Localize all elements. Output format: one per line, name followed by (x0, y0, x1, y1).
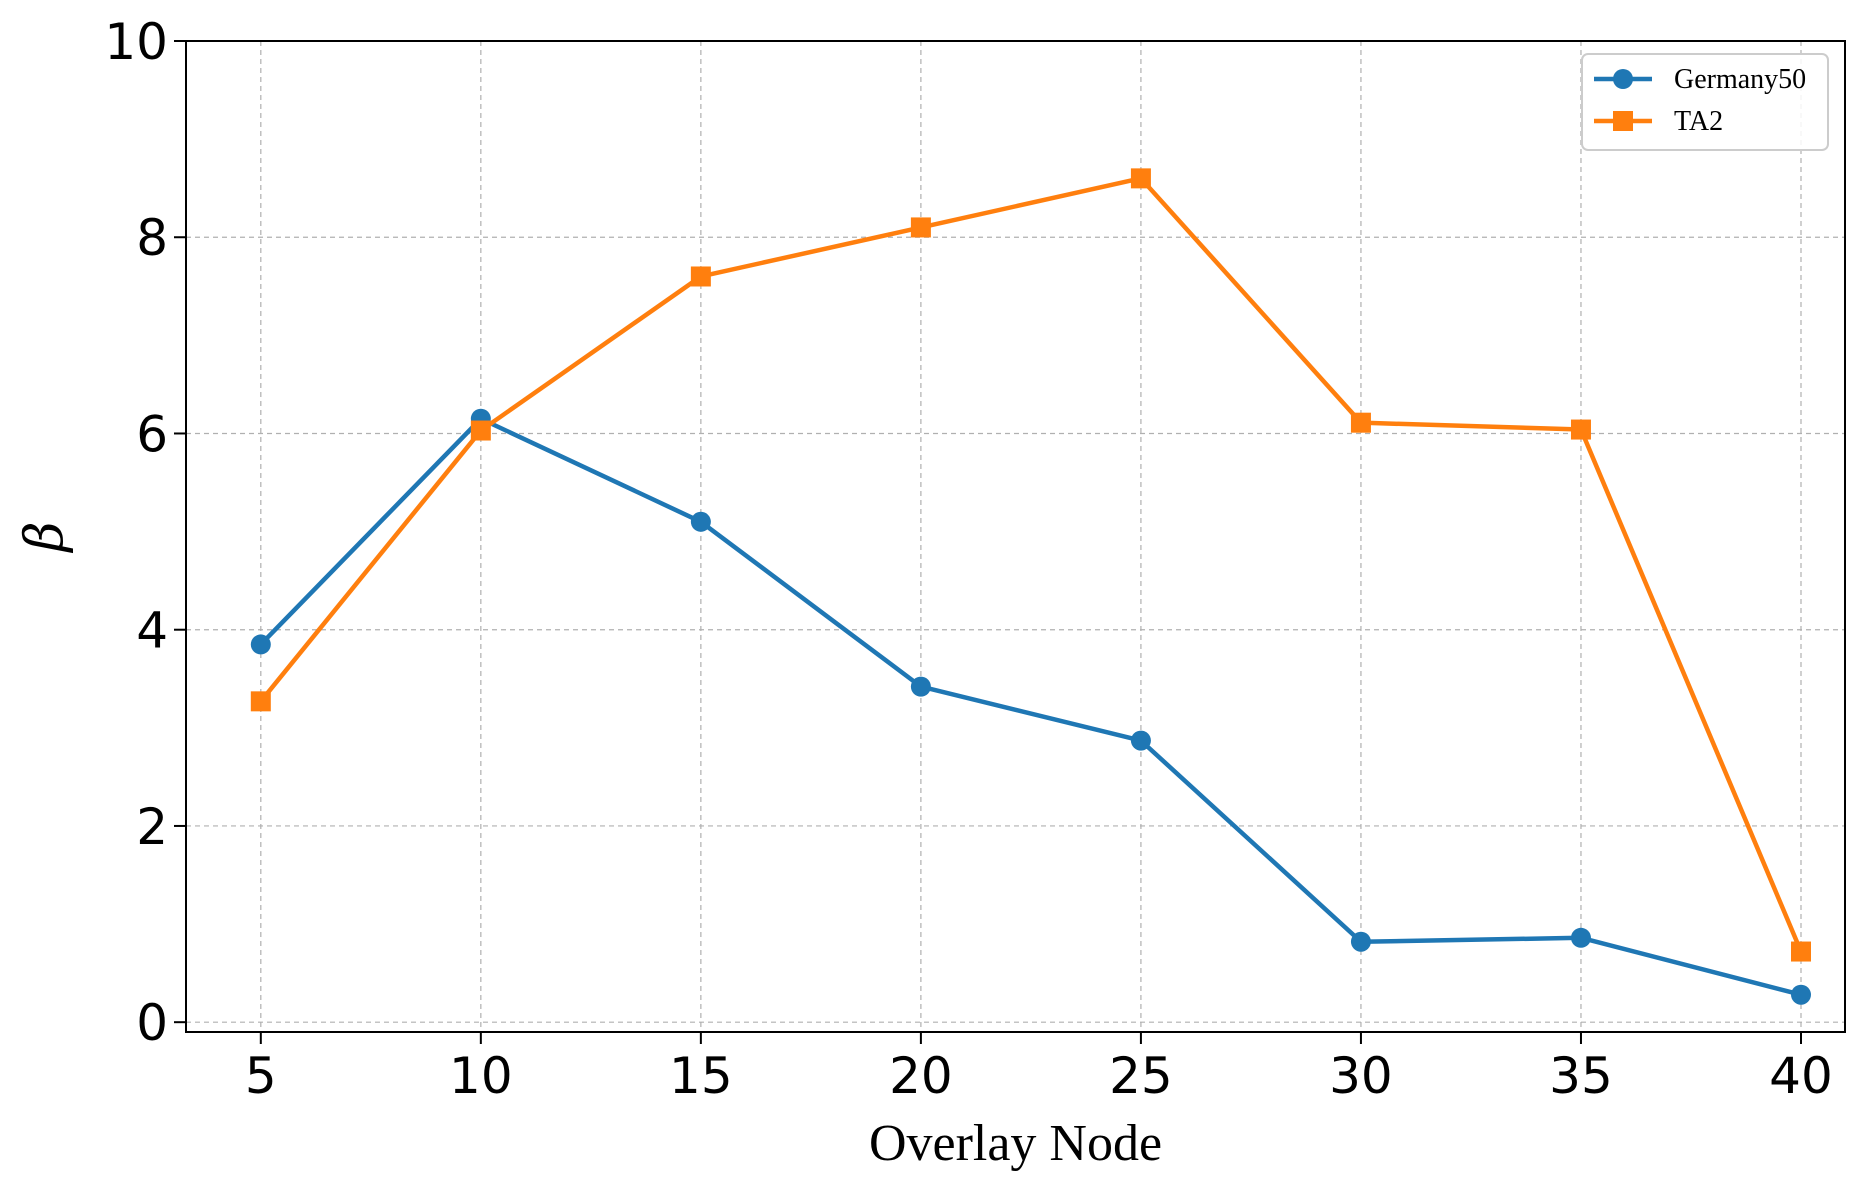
series-line (259, 416, 1802, 997)
data-point (690, 511, 711, 532)
legend-label: TA2 (1674, 106, 1723, 137)
data-point (1790, 941, 1811, 962)
series-group (250, 168, 1811, 1005)
x-tick-label: 15 (669, 1047, 733, 1105)
y-tick-label: 8 (136, 209, 168, 267)
x-axis-title: Overlay Node (869, 1115, 1162, 1172)
x-tick-label: 20 (889, 1047, 953, 1105)
data-point (1350, 412, 1371, 433)
grid-lines (186, 40, 1845, 1032)
axis-ticks: 5 10 15 20 25 30 35 40 0 2 4 6 8 10 (104, 13, 1832, 1105)
legend-marker (1613, 69, 1633, 89)
series-line (259, 176, 1804, 953)
data-point (1790, 984, 1811, 1005)
series-germany50 (250, 408, 1811, 1005)
data-point (250, 691, 271, 712)
y-tick-label: 0 (136, 994, 168, 1052)
data-point (1570, 419, 1591, 440)
x-tick-label: 5 (245, 1047, 277, 1105)
x-tick-label: 35 (1549, 1047, 1613, 1105)
data-point (470, 420, 491, 441)
legend: Germany50 TA2 (1581, 53, 1829, 151)
legend-marker (1613, 111, 1633, 131)
x-tick-label: 30 (1329, 1047, 1393, 1105)
data-point (250, 634, 271, 655)
y-tick-label: 10 (104, 13, 168, 71)
series-ta2 (250, 168, 1811, 962)
data-point (1570, 927, 1591, 948)
x-tick-label: 10 (449, 1047, 513, 1105)
data-point (910, 217, 931, 238)
legend-item: Germany50 (1594, 64, 1806, 95)
legend-label: Germany50 (1674, 64, 1806, 95)
y-tick-label: 6 (136, 405, 168, 463)
x-tick-label: 40 (1769, 1047, 1833, 1105)
y-tick-label: 4 (136, 602, 168, 660)
data-point (1350, 931, 1371, 952)
data-point (1130, 730, 1151, 751)
data-point (690, 266, 711, 287)
plot-area-frame (185, 40, 1846, 1033)
data-point (1130, 168, 1151, 189)
legend-item: TA2 (1594, 106, 1723, 137)
y-tick-label: 2 (136, 798, 168, 856)
x-tick-label: 25 (1109, 1047, 1173, 1105)
y-axis-title: β (15, 521, 75, 553)
data-point (910, 676, 931, 697)
